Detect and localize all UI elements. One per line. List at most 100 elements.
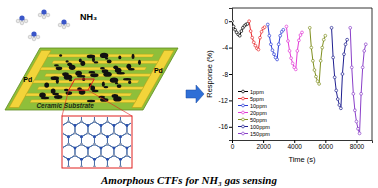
framework-atom (80, 136, 82, 138)
ctf-particle (107, 59, 112, 63)
frame (232, 8, 372, 9)
framework-atom (126, 132, 128, 134)
tick-mark (229, 21, 232, 22)
framework-atom (100, 147, 102, 149)
framework-atom (74, 124, 76, 126)
framework-ring (94, 156, 107, 168)
series-marker (232, 25, 235, 28)
tick-label: -16 (219, 123, 229, 130)
framework-atom (87, 154, 89, 156)
series-marker (361, 66, 364, 69)
ctf-particle (51, 76, 59, 80)
ctf-particle (59, 54, 62, 56)
tick: 8000 (350, 140, 365, 150)
ctf-particle (44, 83, 49, 88)
tick-mark (229, 100, 232, 101)
legend-swatch (238, 112, 248, 113)
framework-atom (93, 136, 95, 138)
framework-atom (126, 124, 128, 126)
series-line (268, 25, 284, 60)
framework-atom (93, 158, 95, 160)
series-marker (299, 34, 302, 37)
framework-atom (67, 158, 69, 160)
framework-atom (87, 124, 89, 126)
framework-atom (126, 132, 128, 134)
series-marker (252, 41, 255, 44)
tick: -12 (219, 97, 232, 104)
figure: NH₃PdPdCeramic SubstrateAmorphous CTFs f… (0, 0, 378, 188)
electrode-label: Pd (154, 67, 163, 74)
electrode-finger (33, 80, 139, 83)
tick-label: 0 (231, 143, 235, 150)
framework-atom (119, 166, 121, 167)
framework-atom (93, 166, 95, 167)
series-line (310, 28, 326, 84)
framework-ring (81, 117, 94, 126)
ceramic-substrate (5, 48, 178, 110)
legend-swatch (238, 133, 248, 134)
framework-atom (87, 154, 89, 156)
tick-mark (229, 127, 232, 128)
framework-atom (93, 121, 95, 123)
framework-atom (63, 147, 64, 149)
series-marker (324, 34, 327, 37)
framework-atom (113, 154, 115, 156)
ctf-particle (117, 84, 122, 88)
framework-atom (119, 121, 121, 123)
framework-atom (126, 154, 128, 156)
framework-atom (93, 121, 95, 123)
legend-swatch (242, 125, 245, 128)
framework-atom (119, 158, 121, 160)
framework-atom (80, 143, 82, 145)
framework-atom (87, 154, 89, 156)
framework-atom (80, 143, 82, 145)
framework-atom (67, 136, 69, 138)
tick: 0 (224, 18, 232, 25)
n-atom (31, 31, 36, 36)
series-marker (344, 43, 347, 46)
framework-atom (126, 124, 128, 126)
zoom-region (69, 79, 95, 90)
framework-atom (93, 143, 95, 145)
framework-atom (93, 166, 95, 167)
ctf-particle (66, 91, 73, 95)
framework-atom (100, 154, 102, 156)
h-atom (58, 23, 62, 27)
framework-atom (126, 132, 128, 134)
framework-atom (106, 143, 108, 145)
framework-ring (81, 156, 94, 168)
series-marker (263, 26, 266, 29)
legend-label: 10ppm (250, 103, 267, 109)
series-marker (279, 34, 282, 37)
h-atom (24, 19, 28, 23)
framework-atom (106, 136, 108, 138)
ctf-particle (102, 69, 109, 73)
series-marker (333, 76, 336, 79)
framework-atom (93, 121, 95, 123)
framework-atom (106, 121, 108, 123)
series-marker (290, 57, 293, 60)
framework-atom (113, 147, 115, 149)
frame (372, 8, 373, 140)
zoom-line (88, 90, 132, 116)
framework-ring (107, 156, 120, 168)
tick: -8 (222, 71, 232, 78)
framework-atom (119, 158, 121, 160)
framework-atom (80, 136, 82, 138)
series-marker (350, 66, 353, 69)
framework-atom (87, 132, 89, 134)
framework-atom (80, 158, 82, 160)
ctf-particle (67, 62, 72, 66)
h-atom (46, 13, 50, 17)
series-marker (310, 46, 313, 49)
framework-atom (119, 136, 121, 138)
framework-ring (120, 133, 131, 148)
framework-atom (67, 166, 69, 167)
framework-atom (119, 158, 121, 160)
electrode-pad (132, 50, 174, 107)
framework-atom (87, 147, 89, 149)
series-line (350, 28, 366, 134)
axis-line (229, 9, 233, 141)
framework-ring (107, 117, 120, 126)
series-marker (363, 50, 366, 53)
